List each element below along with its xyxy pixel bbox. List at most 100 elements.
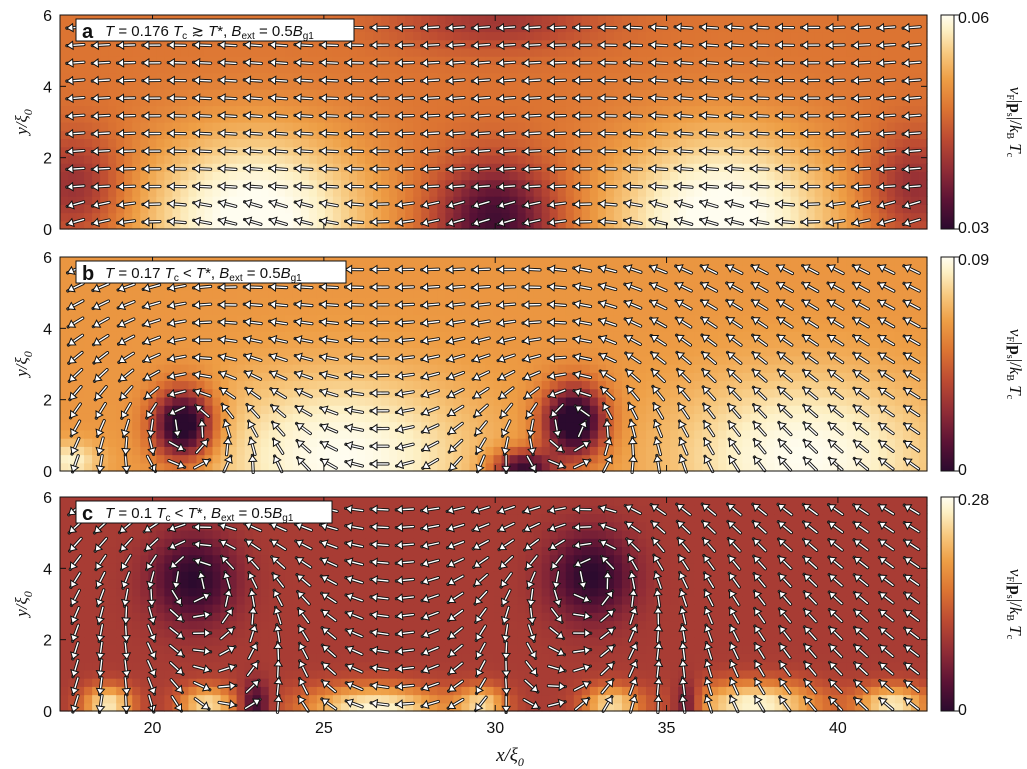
heatmap-cell (814, 171, 824, 181)
heatmap-cell (92, 64, 101, 74)
heatmap-cell (445, 171, 454, 181)
heatmap-cell (116, 388, 125, 398)
heatmap-cell (581, 446, 591, 456)
heatmap-cell (236, 130, 246, 140)
heatmap-cell (646, 72, 655, 82)
heatmap-cell (60, 405, 69, 414)
vector-arrow (800, 163, 821, 174)
heatmap-cell (365, 372, 374, 382)
heatmap-cell (300, 413, 310, 423)
heatmap-cell (918, 212, 928, 222)
heatmap-cell (718, 138, 727, 148)
heatmap-cell (461, 138, 471, 148)
heatmap-cell (557, 364, 567, 373)
heatmap-cell (662, 72, 671, 82)
heatmap-cell (894, 355, 904, 365)
heatmap-cell (686, 388, 695, 398)
heatmap-cell (670, 64, 679, 74)
heatmap-cell (694, 64, 703, 74)
heatmap-cell (718, 113, 727, 123)
heatmap-cell (357, 97, 366, 107)
heatmap-cell (308, 446, 318, 456)
heatmap-cell (814, 347, 824, 357)
heatmap-cell (533, 64, 543, 74)
heatmap-cell (782, 138, 792, 148)
heatmap-cell (397, 138, 406, 148)
heatmap-cell (862, 89, 872, 98)
heatmap-cell (790, 113, 800, 123)
heatmap-cell (517, 154, 527, 164)
heatmap-cell (533, 113, 543, 123)
heatmap-cell (260, 364, 270, 373)
vector-arrow (724, 110, 745, 121)
heatmap-cell (437, 146, 446, 156)
heatmap-cell (244, 380, 254, 390)
heatmap-cell (373, 138, 382, 148)
heatmap-cell (589, 23, 599, 33)
heatmap-cell (373, 122, 382, 131)
heatmap-cell (710, 122, 719, 131)
heatmap-cell (437, 187, 446, 197)
heatmap-cell (846, 220, 856, 230)
heatmap-cell (477, 339, 487, 349)
heatmap-cell (244, 122, 254, 131)
heatmap-cell (100, 47, 109, 57)
heatmap-cell (806, 89, 816, 98)
heatmap-cell (694, 413, 703, 423)
vector-arrow (698, 75, 720, 86)
heatmap-cell (710, 438, 719, 447)
heatmap-cell (300, 438, 310, 447)
heatmap-cell (742, 355, 751, 365)
heatmap-cell (846, 339, 856, 349)
heatmap-cell (589, 388, 599, 398)
heatmap-cell (413, 196, 422, 205)
heatmap-cell (541, 462, 551, 472)
heatmap-cell (742, 122, 751, 131)
heatmap-cell (581, 64, 591, 74)
vector-arrow (166, 181, 187, 192)
heatmap-cell (589, 405, 599, 414)
vector-arrow (673, 181, 694, 192)
heatmap-cell (541, 372, 551, 382)
vector-arrow (597, 181, 618, 192)
heatmap-cell (662, 372, 671, 382)
heatmap-cell (581, 196, 591, 205)
heatmap-cell (340, 72, 350, 82)
vector-arrow (622, 198, 643, 209)
heatmap-cell (774, 72, 784, 82)
heatmap-cell (886, 171, 896, 181)
vector-arrow (521, 22, 542, 33)
heatmap-cell (870, 72, 880, 82)
heatmap-cell (180, 212, 190, 222)
heatmap-cell (613, 421, 623, 431)
heatmap-cell (918, 388, 928, 398)
heatmap-cell (116, 396, 125, 406)
heatmap-cell (621, 212, 631, 222)
heatmap-cell (686, 380, 695, 390)
heatmap-cell (76, 171, 85, 181)
heatmap-cell (469, 421, 479, 431)
heatmap-cell (389, 80, 398, 90)
heatmap-cell (798, 138, 808, 148)
heatmap-cell (814, 396, 824, 406)
heatmap-cell (814, 413, 824, 423)
heatmap-cell (581, 413, 591, 423)
heatmap-cell (156, 396, 165, 406)
heatmap-cell (549, 204, 559, 214)
heatmap-cell (276, 154, 286, 164)
heatmap-cell (525, 31, 535, 41)
heatmap-cell (910, 47, 920, 57)
heatmap-cell (485, 113, 495, 123)
heatmap-cell (557, 64, 567, 74)
vector-arrow (572, 128, 593, 139)
heatmap-cell (477, 64, 487, 74)
heatmap-cell (292, 339, 302, 349)
heatmap-cell (581, 89, 591, 98)
heatmap-cell (268, 204, 278, 214)
heatmap-cell (172, 56, 182, 65)
heatmap-cell (694, 421, 703, 431)
heatmap-cell (678, 72, 687, 82)
heatmap-cell (164, 339, 173, 349)
heatmap-cell (316, 72, 326, 82)
heatmap-cell (646, 396, 655, 406)
